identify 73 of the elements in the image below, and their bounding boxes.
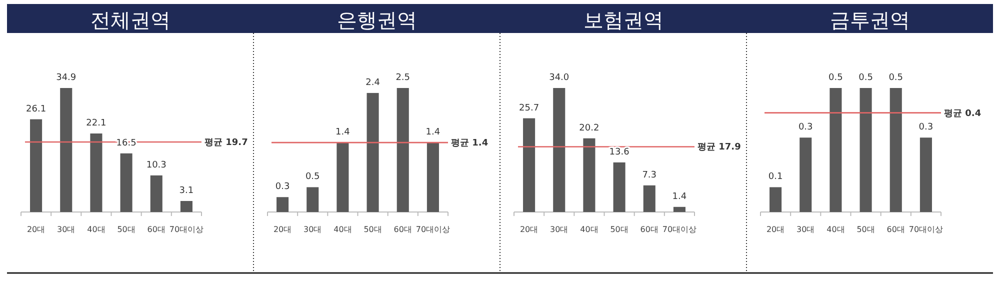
bar: [396, 88, 409, 212]
data-label: 34.9: [56, 73, 76, 83]
bar: [643, 185, 656, 212]
data-label: 0.5: [828, 73, 843, 83]
ref-line-label: 평균 0.4: [944, 108, 982, 119]
bar: [276, 197, 289, 212]
bar: [523, 118, 536, 212]
x-tick-label: 60대: [886, 225, 905, 234]
data-label: 1.4: [426, 128, 440, 138]
x-tick-label: 60대: [640, 225, 658, 234]
data-label: 7.3: [642, 170, 657, 180]
bar: [150, 175, 162, 212]
bar: [180, 200, 192, 212]
bar: [30, 119, 42, 212]
data-label: 0.5: [888, 73, 904, 83]
x-tick-label: 50대: [856, 225, 875, 234]
data-label: 0.3: [798, 122, 813, 133]
x-tick-label: 60대: [147, 225, 166, 234]
bar: [60, 88, 72, 212]
x-tick-label: 50대: [364, 225, 382, 234]
data-label: 2.5: [396, 73, 410, 83]
x-tick-label: 60대: [394, 225, 412, 234]
data-label: 3.1: [179, 186, 194, 196]
x-tick-label: 40대: [580, 225, 598, 234]
data-label: 13.6: [609, 147, 630, 158]
data-label: 26.1: [26, 104, 46, 114]
x-tick-label: 50대: [610, 225, 628, 234]
data-label: 0.1: [768, 172, 783, 182]
data-label: 1.4: [336, 128, 350, 138]
bar: [366, 92, 379, 212]
x-tick-label: 40대: [334, 225, 352, 234]
chart-title: 금투권역: [830, 8, 910, 32]
x-tick-label: 20대: [520, 225, 538, 234]
bar: [613, 162, 626, 212]
x-tick-label: 50대: [117, 225, 136, 234]
x-tick-label: 40대: [87, 225, 106, 234]
data-label: 34.0: [549, 73, 570, 83]
data-label: 22.1: [86, 118, 106, 128]
x-tick-label: 70대이상: [908, 225, 944, 234]
data-label: 0.3: [275, 182, 290, 192]
data-label: 0.5: [305, 172, 320, 182]
x-tick-label: 20대: [273, 225, 292, 234]
ref-line-label: 평균 19.7: [204, 138, 248, 148]
bar: [583, 138, 596, 212]
bar: [90, 133, 102, 212]
x-tick-label: 70대이상: [662, 225, 697, 234]
data-label: 1.4: [672, 192, 687, 202]
data-label: 2.4: [366, 78, 380, 88]
x-tick-label: 20대: [766, 225, 785, 234]
x-tick-label: 70대이상: [416, 225, 450, 234]
bar: [306, 187, 319, 212]
x-tick-label: 20대: [26, 225, 46, 234]
data-label: 20.2: [579, 123, 600, 134]
bar: [553, 88, 566, 212]
data-label: 10.3: [146, 160, 166, 170]
bar: [120, 153, 132, 212]
chart-title: 은행권역: [336, 8, 417, 32]
x-tick-label: 40대: [826, 225, 845, 234]
x-tick-label: 30대: [304, 225, 322, 234]
x-tick-label: 30대: [57, 225, 76, 234]
data-label: 0.3: [918, 122, 934, 133]
bar: [673, 206, 686, 212]
chart-title: 전체권역: [90, 8, 170, 32]
data-label: 25.7: [519, 103, 540, 114]
bar: [426, 142, 439, 212]
data-label: 0.5: [858, 73, 873, 83]
chart-title: 보험권역: [583, 8, 664, 32]
ref-line-label: 평균 1.4: [451, 138, 488, 149]
x-tick-label: 30대: [550, 225, 568, 234]
bar: [336, 142, 349, 212]
x-tick-label: 70대이상: [169, 225, 204, 234]
ref-line-label: 평균 17.9: [698, 142, 741, 153]
x-tick-label: 30대: [796, 225, 815, 234]
